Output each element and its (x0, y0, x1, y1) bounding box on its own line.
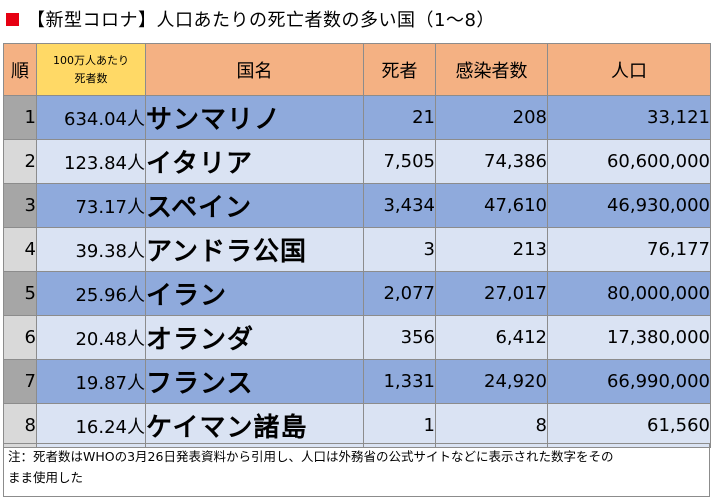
rate-cell: 25.96人 (36, 271, 146, 316)
table-header-row: 順 100万人あたり 死者数 国名 死者 感染者数 人口 (3, 43, 711, 96)
population-cell: 61,560 (547, 403, 711, 448)
infections-cell: 24,920 (435, 359, 548, 404)
deaths-cell: 3,434 (363, 183, 436, 228)
table-row: 6 20.48人 オランダ 356 6,412 17,380,000 (3, 315, 711, 360)
country-cell: イラン (145, 271, 364, 316)
infections-cell: 6,412 (435, 315, 548, 360)
title-row: 【新型コロナ】人口あたりの死亡者数の多い国（1～8） (6, 6, 495, 32)
header-deaths: 死者 (363, 43, 436, 96)
deaths-cell: 1 (363, 403, 436, 448)
country-cell: ケイマン諸島 (145, 403, 364, 448)
deaths-cell: 7,505 (363, 139, 436, 184)
population-cell: 33,121 (547, 95, 711, 140)
header-infections: 感染者数 (435, 43, 548, 96)
infections-cell: 27,017 (435, 271, 548, 316)
rate-cell: 20.48人 (36, 315, 146, 360)
header-rate-line1: 100万人あたり (53, 53, 129, 67)
footnote-line1: 注：死者数はWHOの3月26日発表資料から引用し、人口は外務省の公式サイトなどに… (8, 449, 614, 464)
footnote: 注：死者数はWHOの3月26日発表資料から引用し、人口は外務省の公式サイトなどに… (3, 443, 710, 497)
rank-cell: 7 (3, 359, 37, 404)
rate-cell: 73.17人 (36, 183, 146, 228)
table-row: 8 16.24人 ケイマン諸島 1 8 61,560 (3, 403, 711, 448)
table-row: 3 73.17人 スペイン 3,434 47,610 46,930,000 (3, 183, 711, 228)
country-cell: スペイン (145, 183, 364, 228)
population-cell: 60,600,000 (547, 139, 711, 184)
table-row: 4 39.38人 アンドラ公国 3 213 76,177 (3, 227, 711, 272)
deaths-cell: 1,331 (363, 359, 436, 404)
rank-cell: 2 (3, 139, 37, 184)
rate-cell: 123.84人 (36, 139, 146, 184)
table-row: 5 25.96人 イラン 2,077 27,017 80,000,000 (3, 271, 711, 316)
country-cell: オランダ (145, 315, 364, 360)
header-rank: 順 (3, 43, 37, 96)
rate-cell: 39.38人 (36, 227, 146, 272)
deaths-cell: 356 (363, 315, 436, 360)
rank-cell: 6 (3, 315, 37, 360)
title-bullet-icon (6, 12, 19, 26)
header-country: 国名 (145, 43, 364, 96)
header-rate: 100万人あたり 死者数 (36, 43, 146, 96)
deaths-cell: 3 (363, 227, 436, 272)
table-row: 2 123.84人 イタリア 7,505 74,386 60,600,000 (3, 139, 711, 184)
header-population: 人口 (547, 43, 711, 96)
population-cell: 66,990,000 (547, 359, 711, 404)
rank-cell: 1 (3, 95, 37, 140)
page-title: 【新型コロナ】人口あたりの死亡者数の多い国（1～8） (27, 10, 495, 31)
table-row: 7 19.87人 フランス 1,331 24,920 66,990,000 (3, 359, 711, 404)
country-cell: アンドラ公国 (145, 227, 364, 272)
population-cell: 17,380,000 (547, 315, 711, 360)
rate-cell: 634.04人 (36, 95, 146, 140)
infections-cell: 208 (435, 95, 548, 140)
infections-cell: 8 (435, 403, 548, 448)
deaths-table: 順 100万人あたり 死者数 国名 死者 感染者数 人口 1 634.04人 サ… (3, 43, 711, 448)
population-cell: 80,000,000 (547, 271, 711, 316)
infections-cell: 74,386 (435, 139, 548, 184)
population-cell: 76,177 (547, 227, 711, 272)
rank-cell: 4 (3, 227, 37, 272)
deaths-cell: 21 (363, 95, 436, 140)
country-cell: サンマリノ (145, 95, 364, 140)
infections-cell: 47,610 (435, 183, 548, 228)
header-rate-line2: 死者数 (74, 71, 108, 85)
rate-cell: 16.24人 (36, 403, 146, 448)
country-cell: イタリア (145, 139, 364, 184)
rank-cell: 3 (3, 183, 37, 228)
deaths-cell: 2,077 (363, 271, 436, 316)
infections-cell: 213 (435, 227, 548, 272)
rank-cell: 5 (3, 271, 37, 316)
rank-cell: 8 (3, 403, 37, 448)
population-cell: 46,930,000 (547, 183, 711, 228)
table-row: 1 634.04人 サンマリノ 21 208 33,121 (3, 95, 711, 140)
footnote-line2: まま使用した (8, 470, 84, 485)
country-cell: フランス (145, 359, 364, 404)
rate-cell: 19.87人 (36, 359, 146, 404)
